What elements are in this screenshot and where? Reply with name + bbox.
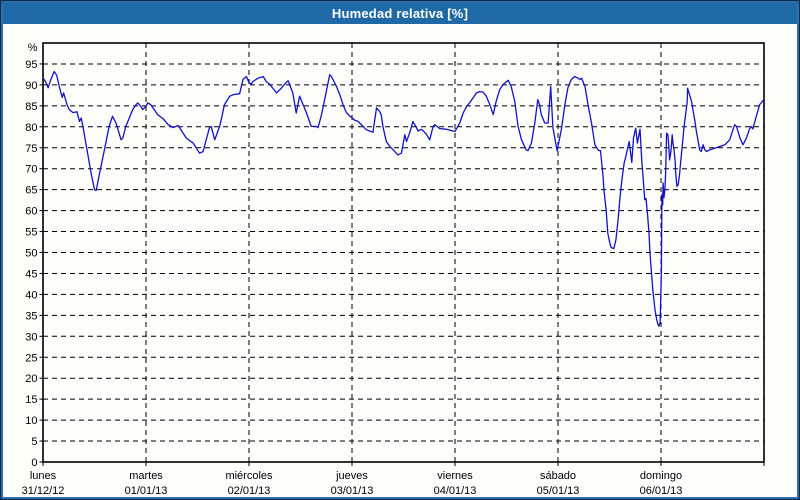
x-axis-day-labels: lunes 31/12/12 martes 01/01/13 miércoles 02/0… <box>22 470 683 497</box>
day-label: viernes 04/01/13 <box>434 470 477 497</box>
y-axis-unit-label: % <box>28 42 38 54</box>
y-tick-label: 45 <box>25 268 37 280</box>
y-tick-label: 75 <box>25 143 37 155</box>
day-label: jueves 03/01/13 <box>331 470 374 497</box>
y-tick-label: 25 <box>25 352 37 364</box>
y-tick-label: 55 <box>25 227 37 239</box>
day-date-label: 06/01/13 <box>640 485 683 497</box>
day-name-label: martes <box>129 470 163 482</box>
y-tick-label: 5 <box>31 436 37 448</box>
day-name-label: domingo <box>640 470 682 482</box>
y-tick-label: 40 <box>25 289 37 301</box>
day-date-label: 05/01/13 <box>537 485 580 497</box>
y-tick-label: 65 <box>25 185 37 197</box>
y-tick-label: 50 <box>25 248 37 260</box>
window-titlebar: Humedad relativa [%] <box>3 3 797 24</box>
day-name-label: lunes <box>30 470 57 482</box>
axes <box>39 42 765 466</box>
y-tick-label: 60 <box>25 206 37 218</box>
y-tick-label: 10 <box>25 415 37 427</box>
day-name-label: miércoles <box>225 470 273 482</box>
day-name-label: viernes <box>437 470 473 482</box>
day-date-label: 02/01/13 <box>228 485 271 497</box>
day-date-label: 03/01/13 <box>331 485 374 497</box>
day-label: miércoles 02/01/13 <box>225 470 273 497</box>
y-tick-label: 0 <box>31 457 37 469</box>
day-label: domingo 06/01/13 <box>640 470 683 497</box>
y-tick-label: 90 <box>25 80 37 92</box>
y-tick-label: 15 <box>25 394 37 406</box>
day-label: sábado 05/01/13 <box>537 470 580 497</box>
day-date-label: 04/01/13 <box>434 485 477 497</box>
day-label: lunes 31/12/12 <box>22 470 65 497</box>
day-name-label: sábado <box>540 470 576 482</box>
y-axis-tick-labels: 0 5 10 15 20 25 30 35 40 45 50 55 60 65 70 75 80 85 90 95% <box>25 42 37 469</box>
humidity-line-chart: 0 5 10 15 20 25 30 35 40 45 50 55 60 65 70 75 80 85 90 95% l… <box>22 42 765 497</box>
gridlines <box>43 43 764 462</box>
y-tick-label: 80 <box>25 122 37 134</box>
day-date-label: 31/12/12 <box>22 485 65 497</box>
y-tick-label: 30 <box>25 331 37 343</box>
day-label: martes 01/01/13 <box>125 470 168 497</box>
y-tick-label: 35 <box>25 310 37 322</box>
day-date-label: 01/01/13 <box>125 485 168 497</box>
y-tick-label: 85 <box>25 101 37 113</box>
window-title: Humedad relativa [%] <box>331 6 469 21</box>
day-name-label: jueves <box>335 470 368 482</box>
plot-border <box>42 42 765 463</box>
y-tick-label: 95 <box>25 59 37 71</box>
y-tick-label: 20 <box>25 373 37 385</box>
chart-area: 0 5 10 15 20 25 30 35 40 45 50 55 60 65 70 75 80 85 90 95% l… <box>3 24 797 497</box>
y-tick-label: 70 <box>25 164 37 176</box>
humidity-line <box>42 70 765 327</box>
humidity-series <box>42 70 765 327</box>
